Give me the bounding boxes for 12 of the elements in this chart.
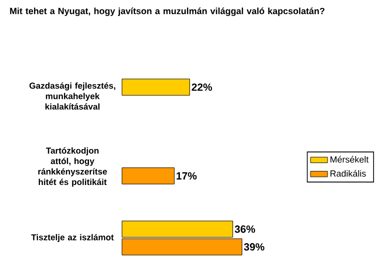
bar (122, 167, 175, 184)
y-tick-label: Tisztelje az iszlámot (31, 234, 114, 242)
data-label: 22% (192, 83, 212, 91)
y-tick-label: Tartózkodjon attól, hogy ránkkényszerítse hitét és politikáit (38, 147, 107, 187)
legend-label: Mérsékelt (330, 156, 369, 163)
chart-title: Mit tehet a Nyugat, hogy javítson a muzulmán világgal való kapcsolatán? (10, 8, 324, 16)
y-tick-label: Gazdasági fejlesztés, munkahelyek kialakításával (29, 82, 116, 110)
legend-label: Radikális (330, 170, 366, 177)
data-label: 39% (244, 243, 264, 251)
data-label: 36% (234, 225, 256, 233)
bar (122, 78, 190, 96)
data-label: 17% (176, 172, 197, 180)
